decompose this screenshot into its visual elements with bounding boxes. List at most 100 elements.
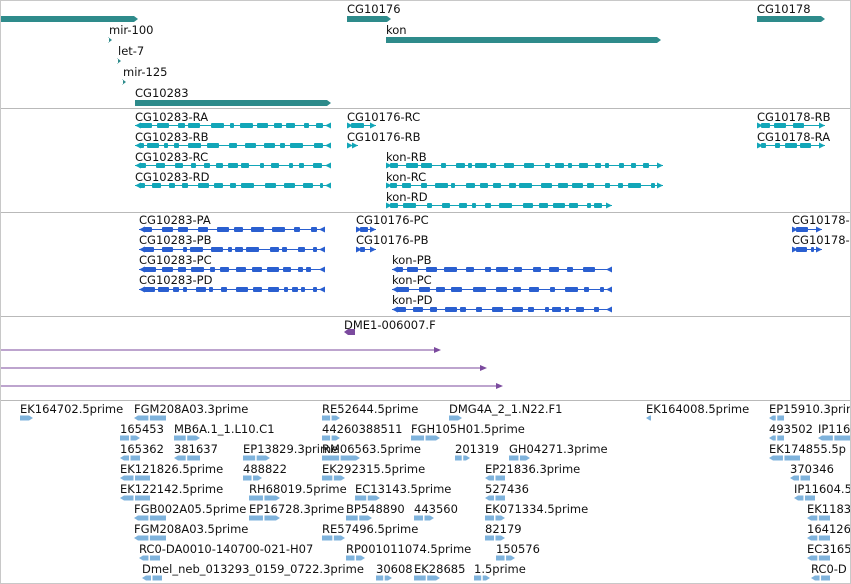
est-glyph[interactable] [807,555,830,561]
est-glyph[interactable] [485,495,505,501]
est-glyph[interactable] [243,455,270,461]
est-glyph[interactable] [769,435,784,441]
est-glyph[interactable] [120,455,140,461]
protein-glyph[interactable] [139,226,325,233]
protein-glyph[interactable] [356,246,376,253]
est-glyph[interactable] [818,435,851,441]
transcript-glyph[interactable] [386,162,663,169]
est-glyph[interactable] [322,475,345,481]
protein-glyph[interactable] [356,226,376,233]
protein-glyph[interactable] [792,246,822,253]
est-label: RE52644.5prime [322,402,419,416]
est-glyph[interactable] [243,475,262,481]
transcript-glyph[interactable] [347,142,358,149]
est-glyph[interactable] [174,455,200,461]
transcript-glyph[interactable] [347,122,376,129]
transcript-glyph[interactable] [386,182,663,189]
transcript-glyph[interactable] [135,142,331,149]
est-glyph[interactable] [346,555,365,561]
transcript-glyph[interactable] [135,162,331,169]
est-glyph[interactable] [249,495,280,501]
protein-glyph[interactable] [792,226,822,233]
protein-glyph[interactable] [392,286,612,293]
alignment-glyph[interactable] [0,347,441,353]
protein-glyph[interactable] [139,246,325,253]
est-label: RC0-D [811,562,847,576]
est-glyph[interactable] [414,515,434,521]
est-glyph[interactable] [322,435,340,441]
gene-glyph[interactable] [117,58,121,64]
est-glyph[interactable] [142,575,162,581]
est-glyph[interactable] [322,455,360,461]
est-label: FGB002A05.5prime [134,502,247,516]
transcript-label: kon-RB [386,150,427,164]
est-glyph[interactable] [346,515,372,521]
protein-glyph[interactable] [139,286,325,293]
transcript-label: CG10283-RB [135,130,209,144]
est-glyph[interactable] [496,555,515,561]
est-glyph[interactable] [769,415,784,421]
est-glyph[interactable] [414,575,440,581]
est-glyph[interactable] [322,535,345,541]
est-glyph[interactable] [485,535,505,541]
est-glyph[interactable] [322,415,340,421]
est-glyph[interactable] [485,515,505,521]
transcript-glyph[interactable] [386,202,612,209]
est-glyph[interactable] [376,575,392,581]
protein-glyph[interactable] [139,266,325,273]
est-label: 493502 [769,422,813,436]
est-label: EK164702.5prime [20,402,124,416]
est-glyph[interactable] [449,415,462,421]
est-glyph[interactable] [646,415,651,421]
est-glyph[interactable] [355,495,380,501]
est-glyph[interactable] [249,515,280,521]
alignment-glyph[interactable] [0,383,503,389]
est-glyph[interactable] [20,415,33,421]
transcript-glyph[interactable] [135,182,331,189]
est-glyph[interactable] [769,455,800,461]
gene-label: mir-125 [123,65,168,79]
est-glyph[interactable] [134,535,166,541]
est-glyph[interactable] [174,435,200,441]
est-glyph[interactable] [485,475,505,481]
est-label: EK122142.5prime [120,482,224,496]
est-label: 82179 [485,522,522,536]
est-glyph[interactable] [807,535,830,541]
gene-glyph[interactable] [122,79,126,85]
est-glyph[interactable] [790,475,810,481]
est-glyph[interactable] [411,435,440,441]
transcript-glyph[interactable] [757,142,825,149]
est-label: EP15910.3prime [769,402,851,416]
est-glyph[interactable] [455,455,470,461]
gene-glyph[interactable] [108,37,112,43]
est-glyph[interactable] [807,515,830,521]
gene-label: CG10176 [347,2,401,16]
gene-glyph[interactable] [0,16,138,22]
est-glyph[interactable] [134,415,166,421]
gene-glyph[interactable] [386,37,661,43]
protein-glyph[interactable] [392,306,612,313]
est-glyph[interactable] [811,575,830,581]
gene-glyph[interactable] [347,16,391,22]
est-label: RC0-DA0010-140700-021-H07 [139,542,314,556]
protein-glyph[interactable] [392,266,612,273]
transcript-glyph[interactable] [757,122,825,129]
gene-glyph[interactable] [757,16,825,22]
est-glyph[interactable] [474,575,490,581]
est-label: MB6A.1_1.L10.C1 [174,422,275,436]
est-glyph[interactable] [120,495,150,501]
est-glyph[interactable] [139,555,160,561]
alignment-glyph[interactable] [344,329,355,335]
est-glyph[interactable] [120,435,140,441]
gene-glyph[interactable] [135,100,331,106]
alignment-glyph[interactable] [0,365,487,371]
est-glyph[interactable] [120,475,150,481]
est-glyph[interactable] [509,455,530,461]
est-glyph[interactable] [134,515,166,521]
est-glyph[interactable] [794,495,815,501]
transcript-glyph[interactable] [135,122,331,129]
